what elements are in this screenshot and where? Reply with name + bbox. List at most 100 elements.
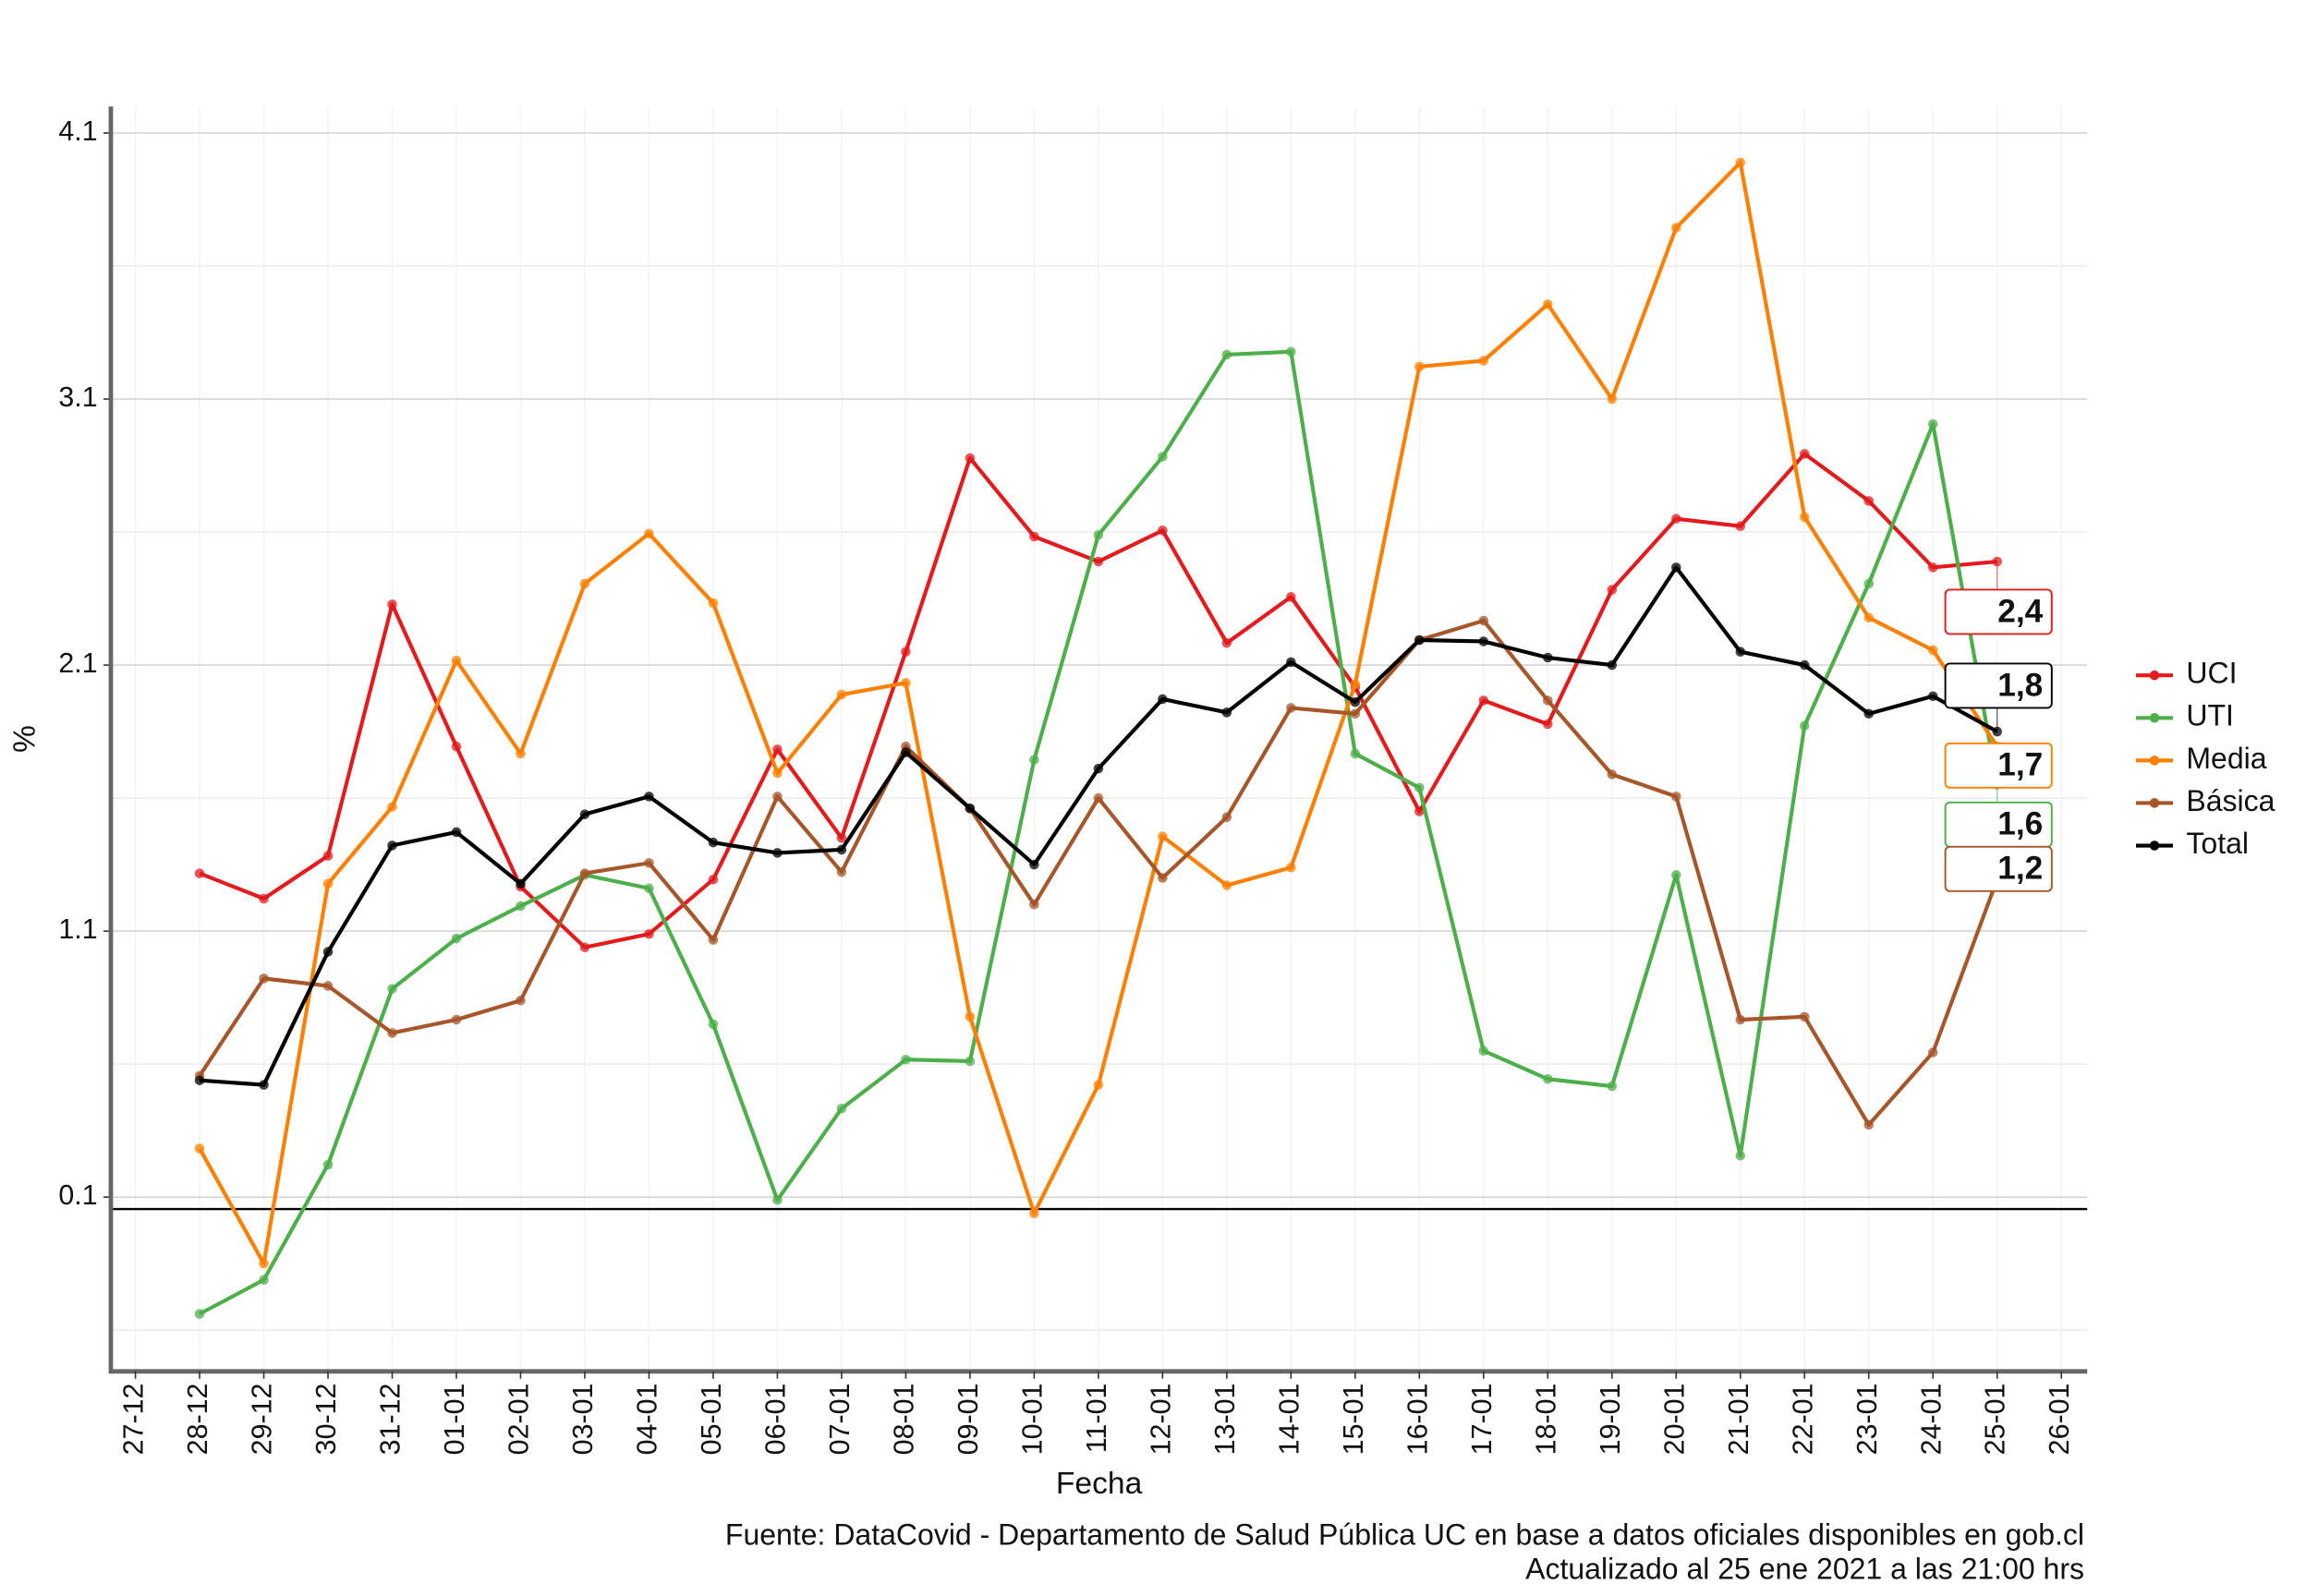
legend-label: UTI (2186, 699, 2234, 732)
point (1799, 659, 1810, 671)
point (836, 866, 847, 877)
point (901, 1054, 911, 1065)
point (901, 647, 911, 657)
point (965, 453, 976, 464)
y-tick-label: 1.1 (58, 913, 97, 945)
point (1863, 578, 1875, 589)
point (579, 578, 590, 589)
point (1350, 748, 1361, 759)
point (836, 844, 847, 855)
point (644, 858, 654, 868)
x-tick-label: 19-01 (1595, 1384, 1626, 1456)
x-axis-title: Fecha (1056, 1467, 1143, 1501)
point (1350, 679, 1361, 690)
point (1607, 1081, 1618, 1092)
point (1670, 870, 1681, 880)
point (1286, 703, 1296, 713)
point (1607, 585, 1618, 595)
point (1221, 707, 1232, 718)
point (1093, 763, 1104, 774)
point (965, 1011, 976, 1022)
point (387, 599, 397, 610)
x-tick-label: 06-01 (759, 1384, 791, 1456)
point (1478, 695, 1489, 706)
point (1221, 637, 1232, 648)
point (516, 878, 526, 889)
point (1863, 1119, 1875, 1130)
point (322, 878, 334, 889)
end-label: 2,4 (1997, 593, 2043, 629)
point (1350, 696, 1361, 707)
point (1414, 361, 1425, 372)
point (1927, 645, 1938, 656)
point (1992, 726, 2002, 737)
point (1670, 792, 1681, 802)
y-tick-label: 3.1 (58, 381, 97, 413)
x-tick-label: 20-01 (1658, 1384, 1690, 1456)
point (1478, 356, 1489, 366)
point (708, 837, 719, 848)
point (836, 833, 847, 843)
caption: Actualizado al 25 ene 2021 a las 21:00 h… (1525, 1552, 2084, 1585)
x-tick-label: 26-01 (2044, 1384, 2075, 1456)
point (644, 883, 654, 894)
point (451, 933, 462, 944)
x-tick-label: 01-01 (439, 1384, 470, 1456)
point (194, 1143, 205, 1154)
point (1029, 859, 1039, 870)
end-label: 1,6 (1997, 806, 2043, 842)
x-tick-label: 28-12 (182, 1384, 213, 1456)
point (1799, 449, 1810, 459)
legend-dot (2149, 670, 2160, 681)
x-tick-label: 13-01 (1209, 1384, 1241, 1456)
x-tick-label: 31-12 (375, 1384, 407, 1456)
end-label: 1,7 (1997, 747, 2043, 783)
point (194, 1309, 205, 1319)
point (1029, 900, 1039, 910)
legend-dot (2149, 798, 2160, 808)
point (1735, 1014, 1746, 1025)
point (322, 947, 334, 957)
point (451, 655, 462, 666)
point (1414, 806, 1425, 816)
point (1221, 349, 1232, 360)
point (1221, 880, 1232, 890)
point (1670, 562, 1681, 573)
point (387, 1028, 397, 1038)
point (259, 1275, 269, 1285)
point (1029, 531, 1039, 542)
point (1863, 496, 1875, 506)
point (1543, 652, 1553, 663)
x-tick-label: 14-01 (1273, 1384, 1305, 1456)
x-tick-label: 02-01 (504, 1384, 535, 1456)
point (836, 1103, 847, 1114)
legend-dot (2149, 713, 2160, 723)
point (259, 893, 269, 904)
x-tick-label: 22-01 (1787, 1384, 1818, 1456)
point (772, 848, 783, 858)
point (1543, 1073, 1553, 1084)
y-tick-label: 0.1 (58, 1179, 97, 1211)
legend-dot (2149, 756, 2160, 766)
point (644, 528, 654, 539)
point (259, 1080, 269, 1090)
point (1799, 512, 1810, 523)
x-tick-label: 21-01 (1723, 1384, 1754, 1456)
x-tick-label: 03-01 (567, 1384, 599, 1456)
point (644, 792, 654, 802)
point (1607, 769, 1618, 780)
x-tick-label: 30-12 (310, 1384, 342, 1456)
point (965, 804, 976, 814)
point (708, 874, 719, 885)
end-label: 1,8 (1997, 667, 2043, 703)
point (1607, 393, 1618, 405)
point (1093, 529, 1104, 540)
point (322, 981, 334, 991)
point (1799, 1011, 1810, 1022)
point (194, 1075, 205, 1085)
x-tick-label: 08-01 (888, 1384, 919, 1456)
point (1863, 612, 1875, 623)
point (1093, 792, 1104, 804)
x-tick-label: 04-01 (631, 1384, 662, 1456)
point (772, 768, 783, 779)
